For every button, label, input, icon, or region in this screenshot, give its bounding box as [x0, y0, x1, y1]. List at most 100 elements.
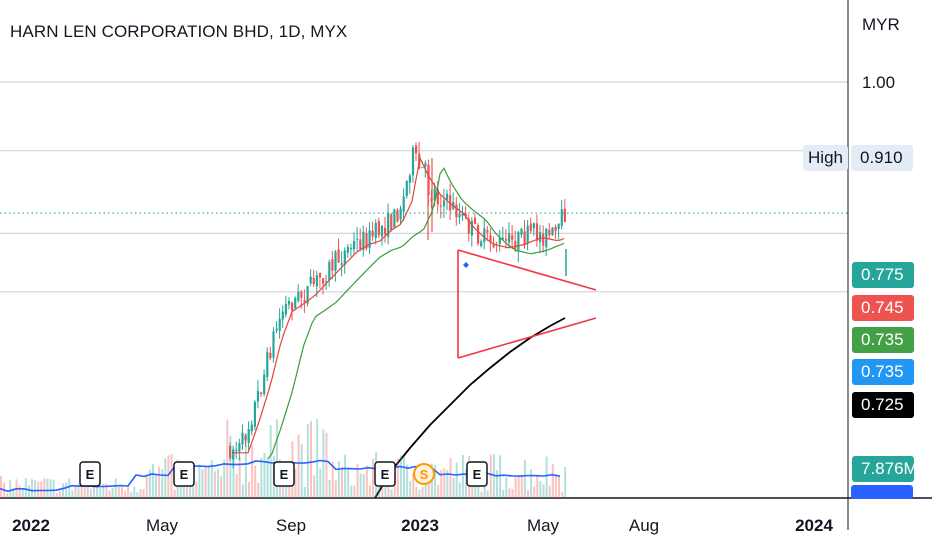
volume-bar [551, 463, 554, 498]
volume-bar [43, 478, 46, 498]
volume-bar [111, 487, 114, 498]
volume-bar [68, 478, 71, 498]
ma-long-line [374, 317, 566, 499]
candle-body [501, 237, 504, 240]
ma-mid-line [267, 167, 565, 460]
volume-bar [486, 490, 489, 498]
volume-bar [427, 482, 430, 498]
volume-bar [77, 484, 80, 498]
ma-mid-tag: 0.735 [852, 327, 914, 353]
candle-body [402, 196, 405, 212]
volume-bar [12, 489, 15, 498]
volume-bar [108, 490, 111, 498]
candle-body [486, 230, 489, 233]
volume-bar [294, 468, 297, 498]
candle-body [535, 223, 539, 241]
volume-bar [418, 489, 421, 498]
volume-bar [545, 456, 548, 498]
candle-body [560, 209, 563, 226]
candle-body [362, 231, 365, 251]
high-label: High [803, 145, 848, 171]
volume-bar [275, 419, 278, 498]
candle-body [315, 275, 318, 287]
earnings-event-label: E [381, 467, 390, 482]
ma-long-tag: 0.725 [852, 392, 914, 418]
candle-body [309, 276, 312, 284]
volume-bar [198, 464, 201, 498]
volume-bar [65, 482, 68, 498]
candle-body [526, 225, 529, 244]
volume-bar [300, 444, 303, 498]
candle-body [539, 232, 542, 242]
volume-bar [548, 485, 551, 498]
candle-body [318, 272, 322, 278]
signal-marker [463, 262, 469, 268]
volume-bar [40, 481, 43, 498]
volume-bar [434, 464, 436, 498]
volume-bar [499, 455, 502, 498]
candle-body [433, 188, 436, 201]
candle-body [284, 304, 287, 315]
candle-body [287, 301, 291, 305]
volume-bar [409, 480, 412, 498]
volume-bar [530, 469, 533, 498]
volume-bar [173, 489, 176, 498]
volume-bar [368, 485, 371, 498]
candle-body [436, 189, 439, 205]
volume-bar [263, 452, 266, 498]
volume-bar [440, 470, 443, 498]
volume-bar [480, 491, 483, 498]
volume-bar [561, 491, 564, 498]
candle-body [374, 222, 377, 238]
volume-bar [269, 425, 272, 498]
volume-bar [24, 478, 27, 498]
volume-bar [58, 490, 61, 498]
volume-bar [133, 486, 136, 498]
volume-bar [520, 476, 523, 498]
candle-body [306, 285, 309, 304]
volume-bar [62, 483, 64, 498]
candle-body [390, 214, 393, 230]
volume-bar [455, 462, 458, 498]
earnings-event-label: E [180, 467, 189, 482]
candle-body [421, 167, 424, 169]
volume-bar [558, 476, 560, 498]
candle-body [229, 445, 232, 459]
volume-bar [390, 489, 393, 498]
candle-body [359, 239, 362, 250]
volume-bar [151, 463, 154, 498]
candle-body [275, 328, 278, 331]
volume-bar [210, 460, 213, 498]
candle-body [356, 238, 359, 240]
earnings-event-marker [173, 461, 195, 487]
volume-bar [415, 487, 418, 498]
candle-body [353, 241, 356, 250]
volume-bar [195, 481, 198, 498]
volume-bar [282, 484, 285, 498]
volume-bar [399, 455, 402, 498]
volume-bar [99, 488, 102, 498]
volume-bar [161, 469, 164, 498]
volume-bar [554, 474, 557, 498]
volume-bar [344, 454, 347, 498]
volume-bar [136, 492, 139, 498]
candle-body [489, 235, 492, 243]
candle-body [467, 218, 470, 234]
volume-bar [437, 484, 440, 498]
volume-bar [155, 474, 157, 498]
candle-body [523, 231, 526, 246]
volume-bar [213, 471, 216, 498]
volume-bar [217, 468, 219, 498]
candle-body [349, 247, 353, 250]
volume-bar [319, 468, 322, 498]
candle-body [365, 233, 368, 249]
candle-body [235, 449, 238, 452]
ma-short-tag: 0.745 [852, 295, 914, 321]
candle-body [328, 261, 331, 281]
candle-body [477, 225, 480, 244]
volume-bar [449, 457, 452, 498]
volume-bar [71, 490, 74, 498]
volume-bar [353, 485, 356, 498]
